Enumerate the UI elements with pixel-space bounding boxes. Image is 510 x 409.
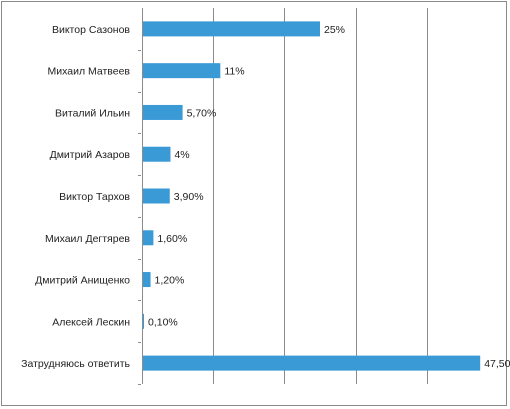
category-label: Дмитрий Азаров xyxy=(50,149,131,161)
bar xyxy=(143,21,320,37)
category-label: Затрудняюсь ответить xyxy=(21,358,130,370)
data-label: 11% xyxy=(224,66,244,78)
data-label: 3,90% xyxy=(174,191,204,203)
data-label: 1,60% xyxy=(157,233,187,245)
bar xyxy=(143,188,170,204)
category-label: Дмитрий Анищенко xyxy=(35,275,130,287)
bar xyxy=(143,146,171,162)
bar xyxy=(143,104,183,120)
bar xyxy=(143,230,154,246)
bar xyxy=(143,63,221,79)
bar xyxy=(143,313,144,329)
category-label: Виктор Тархов xyxy=(59,191,130,203)
category-label: Михаил Матвеев xyxy=(48,66,131,78)
bar xyxy=(143,355,481,371)
data-label: 4% xyxy=(174,149,189,161)
category-label: Виталий Ильин xyxy=(55,107,130,119)
data-label: 25% xyxy=(324,24,345,36)
data-label: 0,10% xyxy=(148,316,178,328)
data-label: 47,50% xyxy=(484,358,510,370)
data-label: 5,70% xyxy=(187,107,217,119)
data-label: 1,20% xyxy=(155,275,185,287)
category-label: Виктор Сазонов xyxy=(52,24,130,36)
bar xyxy=(143,272,151,288)
category-label: Михаил Дегтярев xyxy=(45,233,130,245)
category-label: Алексей Лескин xyxy=(52,316,130,328)
